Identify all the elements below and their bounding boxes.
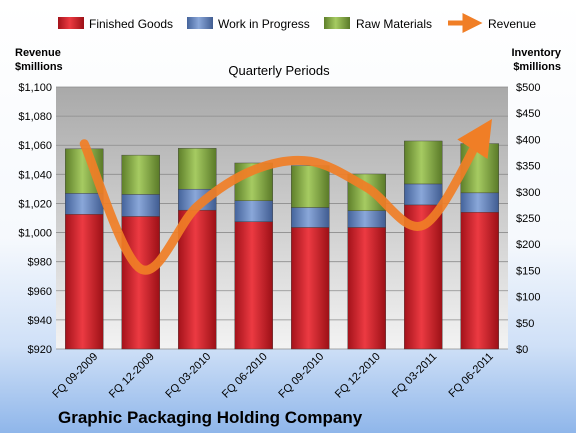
- right-tick-label: $50: [516, 318, 534, 330]
- right-tick-label: $100: [516, 292, 540, 304]
- left-tick-label: $920: [28, 344, 52, 356]
- bar-finished-goods: [65, 214, 104, 350]
- legend-swatch-work-in-progress: [187, 17, 213, 29]
- left-axis-title-line1: Revenue: [15, 47, 61, 59]
- bar-work-in-progress: [234, 200, 273, 222]
- bar-work-in-progress: [460, 192, 499, 213]
- x-tick-label: FQ 03-2011: [390, 351, 439, 400]
- left-axis-title-line2: $millions: [15, 61, 63, 73]
- right-tick-label: $500: [516, 82, 540, 94]
- left-tick-label: $1,100: [18, 82, 52, 94]
- revenue-line-path: [79, 119, 492, 275]
- left-tick-label: $980: [28, 257, 52, 269]
- x-tick-label: FQ 03-2010: [163, 351, 213, 401]
- x-tick-label: FQ 06-2010: [220, 351, 270, 401]
- bar-finished-goods: [460, 212, 499, 350]
- legend-swatch-finished-goods: [58, 17, 84, 29]
- x-tick-label: FQ 06-2011: [446, 351, 495, 400]
- bar-work-in-progress: [291, 207, 330, 228]
- bar-raw-materials: [121, 154, 160, 195]
- bar-finished-goods: [121, 216, 160, 350]
- bar-work-in-progress: [347, 210, 386, 228]
- bar-raw-materials: [291, 165, 330, 208]
- x-tick-label: FQ 12-2009: [107, 351, 157, 401]
- x-axis-ticks: FQ 09-2009 FQ 12-2009 FQ 03-2010 FQ 06-2010…: [50, 351, 495, 401]
- revenue-line: [79, 119, 492, 275]
- right-tick-label: $450: [516, 108, 540, 120]
- bar-work-in-progress: [121, 194, 160, 217]
- bar-finished-goods: [234, 221, 273, 350]
- bar-finished-goods: [178, 209, 217, 350]
- right-axis-title-line1: Inventory: [511, 47, 561, 59]
- bar-work-in-progress: [65, 193, 104, 215]
- left-tick-label: $1,020: [18, 198, 52, 210]
- left-tick-label: $960: [28, 286, 52, 298]
- right-tick-label: $250: [516, 213, 540, 225]
- bar-raw-materials: [178, 148, 217, 190]
- bar-finished-goods: [347, 227, 386, 350]
- left-tick-label: $940: [28, 315, 52, 327]
- x-tick-label: FQ 12-2010: [333, 351, 383, 401]
- legend: Finished Goods Work in Progress Raw Mate…: [58, 13, 536, 33]
- right-axis-ticks: $0 $50 $100 $150 $200 $250 $300 $350 $400 $450 $50…: [516, 82, 540, 356]
- right-tick-label: $0: [516, 344, 528, 356]
- legend-label-revenue: Revenue: [488, 17, 536, 31]
- x-tick-label: FQ 09-2010: [276, 351, 326, 401]
- legend-swatch-raw-materials: [324, 17, 350, 29]
- left-tick-label: $1,060: [18, 140, 52, 152]
- left-tick-label: $1,000: [18, 228, 52, 240]
- legend-label-finished-goods: Finished Goods: [89, 17, 173, 31]
- right-tick-label: $200: [516, 239, 540, 251]
- left-tick-label: $1,080: [18, 111, 52, 123]
- bar-raw-materials: [404, 140, 443, 185]
- left-axis-ticks: $920 $940 $960 $980 $1,000 $1,020 $1,040 $1,060…: [18, 82, 52, 356]
- x-tick-label: FQ 09-2009: [50, 351, 100, 401]
- bar-work-in-progress: [404, 183, 443, 206]
- right-axis-title-line2: $millions: [513, 61, 561, 73]
- company-name: Graphic Packaging Holding Company: [58, 408, 363, 427]
- right-tick-label: $150: [516, 265, 540, 277]
- right-tick-label: $300: [516, 187, 540, 199]
- bar-finished-goods: [291, 227, 330, 350]
- chart-title: Quarterly Periods: [228, 63, 330, 78]
- right-tick-label: $400: [516, 134, 540, 146]
- left-tick-label: $1,040: [18, 169, 52, 181]
- legend-label-raw-materials: Raw Materials: [356, 17, 432, 31]
- right-tick-label: $350: [516, 161, 540, 173]
- legend-label-work-in-progress: Work in Progress: [218, 17, 310, 31]
